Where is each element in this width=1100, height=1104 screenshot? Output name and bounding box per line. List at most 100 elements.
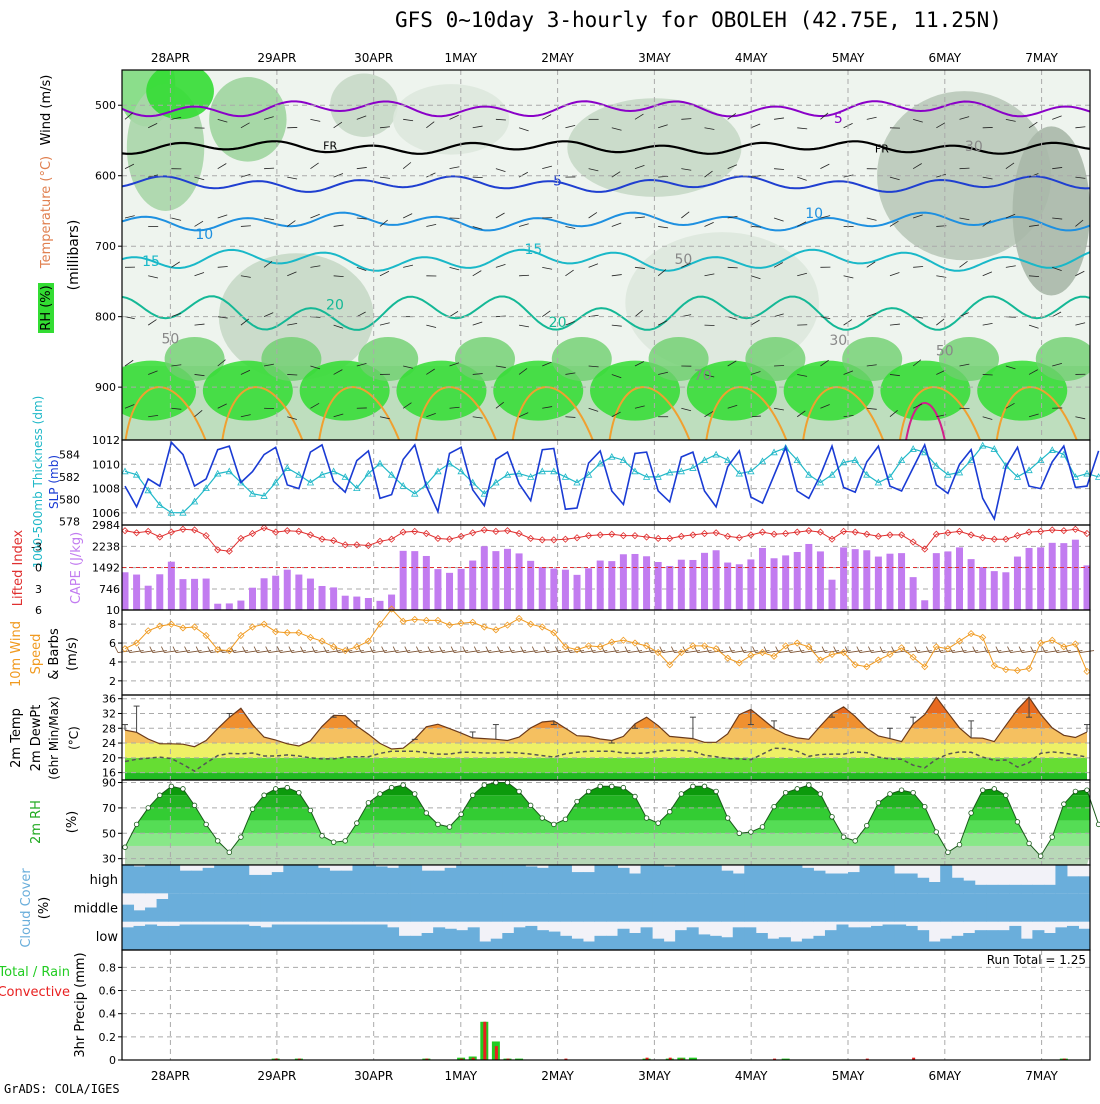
rh-point (436, 822, 441, 827)
date-label-bottom: 3MAY (638, 1069, 671, 1083)
cloud-bar-low (226, 925, 238, 951)
cloud-bar-high (364, 865, 376, 893)
cape-bar (168, 562, 175, 610)
rh-point (575, 799, 580, 804)
cloud-bar-middle (306, 893, 318, 921)
cloud-bar-high (710, 865, 722, 893)
cape-bar (852, 549, 859, 610)
rh-point (134, 822, 139, 827)
date-label-top: 4MAY (735, 51, 768, 65)
rh-point (922, 804, 927, 809)
rh-point (308, 808, 313, 813)
cloud-bar-high (445, 868, 457, 894)
rh-point (714, 789, 719, 794)
cloud-bar-middle (249, 893, 261, 921)
contour-label: 5 (834, 111, 843, 127)
cape-bar (817, 551, 824, 610)
rh-point (552, 822, 557, 827)
cloud-bar-middle (629, 893, 641, 921)
cloud-bar-high (848, 872, 860, 893)
slp-tick: 1010 (92, 458, 120, 471)
cape-bar (863, 550, 870, 610)
cloud-bar-middle (929, 893, 941, 921)
cloud-bar-high (1078, 876, 1090, 893)
rh-point (818, 792, 823, 797)
cape-bar (342, 596, 349, 610)
cloud-bar-middle (848, 893, 860, 921)
cloud-bar-high (249, 875, 261, 893)
cloud-bar-low (641, 927, 653, 950)
cloud-bar-low (894, 925, 906, 951)
cloud-bar-middle (641, 893, 653, 921)
rh-point (772, 804, 777, 809)
cape-bar (458, 569, 465, 610)
cloud-bar-middle (433, 893, 445, 921)
cloud-bar-middle (583, 893, 595, 921)
cloud-bar-low (376, 925, 388, 951)
cloud-bar-middle (652, 893, 664, 921)
cloud-bar-high (767, 865, 779, 893)
rh-point (459, 812, 464, 817)
rh-point (320, 834, 325, 839)
rh-point (470, 793, 475, 798)
lifted-axis-label: Lifted Index (11, 529, 26, 606)
rh-point (644, 816, 649, 821)
cape-bar (991, 571, 998, 610)
thickness-tick: 584 (59, 449, 80, 462)
legend-convective: Convective (0, 985, 70, 1000)
lifted-tick: 6 (35, 604, 42, 617)
rh-point (934, 830, 939, 835)
contour-label: 30 (965, 139, 983, 155)
date-label-top: 28APR (151, 51, 190, 65)
cloud-bar-middle (456, 893, 468, 921)
cape-bar (481, 546, 488, 610)
cape-bar (492, 551, 499, 610)
cloud-bar-low (548, 932, 560, 950)
cloud-bar-low (1044, 933, 1056, 950)
cloud-bar-high (744, 865, 756, 893)
cloud-bar-low (675, 930, 687, 950)
date-label-bottom: 6MAY (928, 1069, 961, 1083)
cape-bar (376, 601, 383, 610)
rh-point (667, 809, 672, 814)
cloud-bar-low (352, 925, 364, 951)
pressure-tick: 600 (95, 170, 116, 183)
rh-point (679, 792, 684, 797)
cloud-bar-middle (917, 893, 929, 921)
cloud-bar-middle (191, 893, 203, 921)
cloud-bar-high (295, 865, 307, 893)
cloud-bar-high (410, 865, 422, 893)
cloud-bar-low (479, 942, 491, 951)
pressure-tick: 700 (95, 240, 116, 253)
rh-point (250, 807, 255, 812)
pressure-axis-label: (millibars) (66, 220, 82, 291)
date-label-top: 29APR (257, 51, 296, 65)
cape-bar (1014, 557, 1021, 610)
cloud-bar-low (283, 925, 295, 951)
rh-point (540, 816, 545, 821)
cloud-bar-middle (329, 893, 341, 921)
rh-point (841, 835, 846, 840)
slp-tick: 1006 (92, 507, 120, 520)
lifted-tick: -3 (31, 540, 42, 553)
cloud-bar-middle (157, 899, 169, 922)
cape-bar (840, 547, 847, 610)
chart-title: GFS 0~10day 3-hourly for OBOLEH (42.75E,… (395, 8, 1002, 32)
temp-axis-label-2: 2m DewPt (29, 705, 44, 772)
thickness-line (125, 446, 1099, 513)
cloud-bar-high (975, 885, 987, 894)
cloud-bar-middle (906, 893, 918, 921)
cloud-bar-middle (825, 893, 837, 921)
cloud-bar-high (491, 865, 503, 893)
cloud-bar-high (779, 865, 791, 893)
cloud-bar-high (986, 885, 998, 894)
date-label-bottom: 7MAY (1025, 1069, 1058, 1083)
cape-bar (319, 586, 326, 610)
temp-tick: 20 (102, 752, 116, 765)
footer-credit: GrADS: COLA/IGES (4, 1082, 120, 1096)
cloud-bar-low (698, 934, 710, 950)
cape-bar (214, 604, 221, 610)
cloud-bar-low (122, 927, 134, 950)
cloud-bar-high (641, 865, 653, 893)
cloud-bar-high (191, 871, 203, 894)
